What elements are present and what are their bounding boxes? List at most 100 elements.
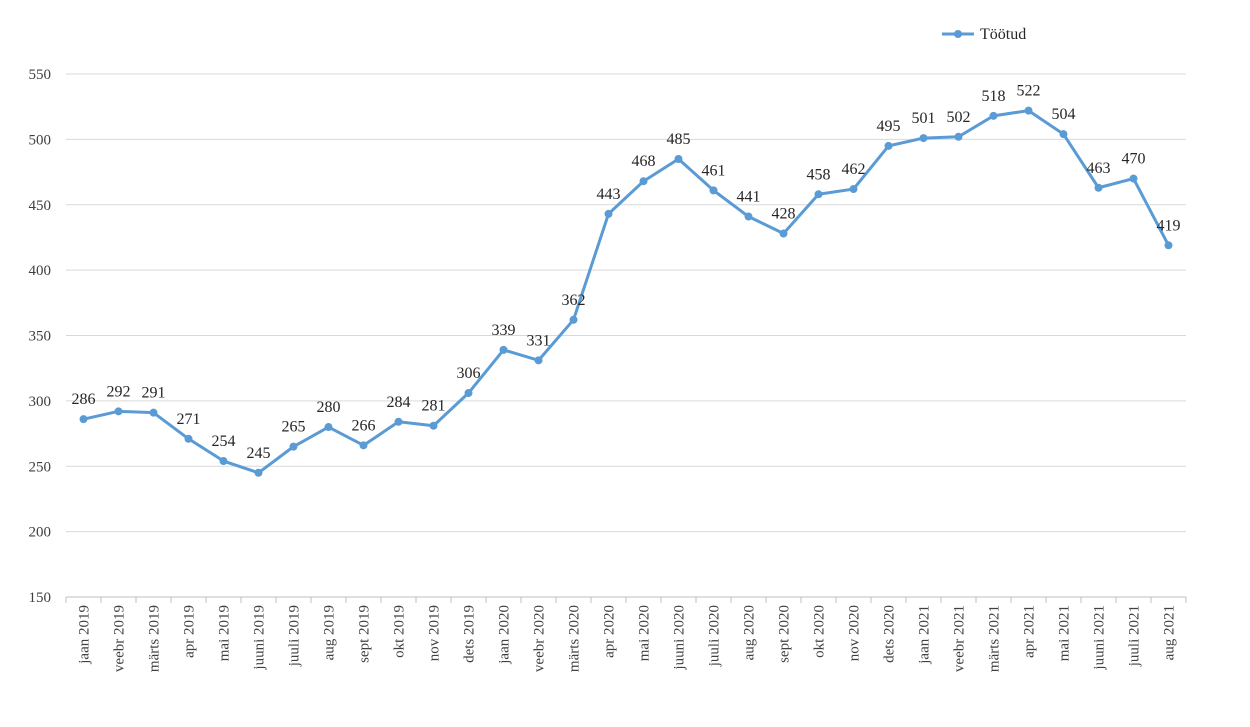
- y-tick-label: 150: [29, 590, 52, 606]
- series-line: [83, 109, 1170, 475]
- data-label: 502: [947, 109, 971, 126]
- data-label: 485: [667, 131, 691, 148]
- data-point: [464, 389, 473, 398]
- x-tick-label: veebr 2020: [532, 605, 548, 672]
- x-tick-label: dets 2019: [462, 605, 478, 663]
- gridlines: [66, 73, 1186, 533]
- data-point: [569, 315, 578, 324]
- x-tick-label: nov 2020: [847, 605, 863, 661]
- x-tick-label: jaan 2019: [77, 605, 93, 665]
- data-label: 463: [1087, 160, 1111, 177]
- data-point: [814, 190, 823, 199]
- legend: Töötud: [942, 26, 1026, 43]
- data-label: 428: [772, 206, 796, 223]
- data-label: 441: [737, 189, 761, 206]
- data-point: [1129, 174, 1138, 183]
- legend-label: Töötud: [980, 26, 1026, 43]
- data-label: 504: [1052, 106, 1076, 123]
- data-label: 271: [177, 411, 201, 428]
- data-label: 280: [317, 399, 341, 416]
- data-point: [744, 212, 753, 221]
- y-tick-label: 300: [29, 394, 52, 410]
- x-axis: jaan 2019 veebr 2019 märts 2019 apr 2019 mai…: [65, 596, 1187, 672]
- data-point: [1059, 130, 1068, 139]
- x-tick-label: sept 2019: [357, 605, 373, 663]
- x-tick-label: märts 2019: [147, 605, 163, 672]
- data-label: 462: [842, 161, 866, 178]
- x-tick-label: aug 2020: [742, 605, 758, 660]
- data-label: 292: [107, 383, 131, 400]
- data-point: [989, 111, 998, 120]
- data-point: [1164, 241, 1173, 250]
- y-tick-label: 550: [29, 67, 52, 83]
- data-label: 470: [1122, 151, 1146, 168]
- series-toodud: [79, 106, 1173, 477]
- data-point: [394, 417, 403, 426]
- data-point: [79, 415, 88, 424]
- data-label: 362: [562, 292, 586, 309]
- x-tick-label: märts 2021: [987, 605, 1003, 672]
- data-point: [184, 434, 193, 443]
- data-point: [849, 185, 858, 194]
- data-point: [289, 442, 298, 451]
- data-point: [499, 345, 508, 354]
- x-tick-label: apr 2021: [1022, 605, 1038, 658]
- x-tick-label: juuli 2019: [287, 605, 303, 667]
- x-tick-label: apr 2020: [602, 605, 618, 658]
- x-tick-label: okt 2020: [812, 605, 828, 658]
- data-label: 461: [702, 162, 726, 179]
- data-label: 306: [457, 365, 481, 382]
- y-tick-label: 450: [29, 198, 52, 214]
- data-label: 468: [632, 153, 656, 170]
- data-point: [709, 186, 718, 195]
- data-point: [534, 356, 543, 365]
- x-tick-label: dets 2020: [882, 605, 898, 663]
- data-label: 284: [387, 394, 411, 411]
- data-label: 265: [282, 419, 306, 436]
- data-point: [359, 441, 368, 450]
- data-point: [254, 468, 263, 477]
- data-point: [884, 141, 893, 150]
- x-tick-label: okt 2019: [392, 605, 408, 658]
- x-tick-label: sept 2020: [777, 605, 793, 663]
- y-tick-label: 400: [29, 263, 52, 279]
- data-point: [604, 209, 613, 218]
- data-label: 443: [597, 186, 621, 203]
- x-tick-label: jaan 2020: [497, 605, 513, 665]
- data-point: [324, 423, 333, 432]
- y-tick-label: 350: [29, 329, 52, 345]
- data-label: 245: [247, 445, 271, 462]
- legend-point-marker: [954, 30, 962, 38]
- y-tick-label: 250: [29, 459, 52, 475]
- data-point: [1094, 183, 1103, 192]
- data-point: [149, 408, 158, 417]
- data-label: 281: [422, 398, 446, 415]
- x-tick-label: veebr 2021: [952, 605, 968, 672]
- x-tick-label: mai 2021: [1057, 605, 1073, 661]
- data-label: 339: [492, 322, 516, 339]
- data-label: 518: [982, 88, 1006, 105]
- x-tick-label: nov 2019: [427, 605, 443, 661]
- data-labels: 286 292 291 271 254 245 265 280 266 284 281 306 339 3…: [72, 83, 1181, 462]
- data-label: 419: [1157, 217, 1181, 234]
- x-tick-label: mai 2019: [217, 605, 233, 661]
- data-point: [114, 407, 123, 416]
- x-tick-label: veebr 2019: [112, 605, 128, 672]
- data-point: [219, 457, 228, 466]
- data-label: 254: [212, 433, 236, 450]
- data-label: 495: [877, 118, 901, 135]
- data-label: 286: [72, 391, 96, 408]
- x-tick-label: apr 2019: [182, 605, 198, 658]
- data-point: [954, 132, 963, 141]
- data-label: 266: [352, 417, 376, 434]
- data-label: 331: [527, 332, 551, 349]
- y-tick-label: 500: [29, 132, 52, 148]
- x-tick-label: märts 2020: [567, 605, 583, 672]
- x-tick-label: juuni 2020: [672, 605, 688, 671]
- data-label: 291: [142, 385, 166, 402]
- data-point: [1024, 106, 1033, 115]
- data-label: 501: [912, 110, 936, 127]
- data-label: 458: [807, 166, 831, 183]
- x-tick-label: aug 2019: [322, 605, 338, 660]
- data-label: 522: [1017, 83, 1041, 100]
